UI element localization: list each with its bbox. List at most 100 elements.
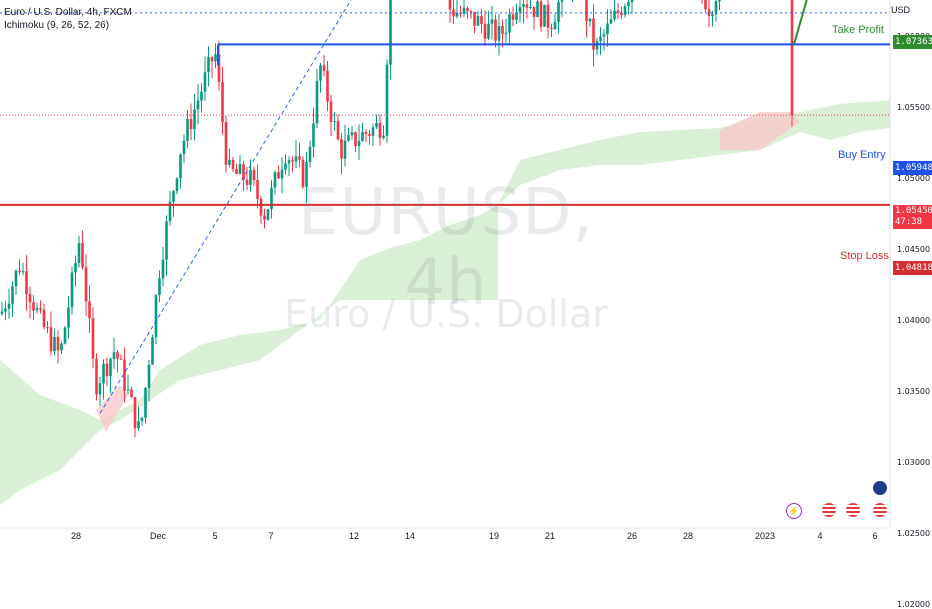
candle-body bbox=[252, 169, 256, 181]
candle-body bbox=[28, 294, 32, 303]
symbol-title[interactable]: Euro / U.S. Dollar, 4h, FXCM bbox=[4, 7, 132, 18]
ichimoku-cloud bbox=[0, 205, 498, 505]
candle-body bbox=[25, 271, 28, 295]
candle-body bbox=[81, 243, 84, 268]
candle-body bbox=[263, 215, 266, 220]
candle-body bbox=[0, 311, 4, 314]
candle-body bbox=[480, 16, 483, 24]
candle-body bbox=[368, 133, 371, 136]
candle-body bbox=[340, 139, 343, 159]
candle-body bbox=[494, 19, 497, 41]
candle-body bbox=[515, 12, 518, 20]
candle-body bbox=[14, 270, 18, 287]
time-tick-label: 26 bbox=[626, 531, 638, 541]
candle-body bbox=[462, 8, 466, 14]
us-flag-icon[interactable] bbox=[846, 503, 860, 517]
currency-label: USD bbox=[890, 5, 910, 15]
candle-body bbox=[140, 417, 144, 422]
candle-body bbox=[529, 6, 532, 8]
candle-body bbox=[504, 32, 508, 34]
candle-body bbox=[242, 164, 245, 180]
candle-body bbox=[312, 123, 315, 147]
candle-body bbox=[126, 389, 130, 391]
candle-body bbox=[105, 363, 109, 377]
candle-body bbox=[620, 12, 623, 15]
candle-body bbox=[508, 14, 511, 33]
candle-body bbox=[501, 25, 504, 34]
take-profit-price-tag: 1.07363 bbox=[893, 35, 932, 49]
buy-entry-label: Buy Entry bbox=[838, 149, 886, 161]
candle-body bbox=[88, 301, 91, 319]
candle-body bbox=[154, 295, 158, 338]
candle-body bbox=[123, 359, 126, 391]
candle-body bbox=[165, 221, 168, 260]
candle-body bbox=[455, 12, 459, 17]
stop-loss-price-tag: 1.04818 bbox=[893, 261, 932, 275]
time-tick-label: Dec bbox=[149, 531, 167, 541]
time-tick-label: 6 bbox=[872, 531, 878, 541]
candle-body bbox=[550, 27, 553, 30]
candle-body bbox=[4, 308, 7, 312]
candle-body bbox=[245, 179, 249, 185]
price-tick-label: 1.05000 bbox=[897, 174, 931, 183]
last-price-value: 1.05450 bbox=[895, 206, 932, 216]
candle-body bbox=[473, 11, 476, 26]
lightning-icon[interactable]: ⚡ bbox=[786, 503, 802, 519]
take-profit-label: Take Profit bbox=[832, 24, 884, 36]
candle-body bbox=[511, 14, 515, 20]
candle-body bbox=[182, 140, 186, 155]
candle-body bbox=[606, 23, 609, 35]
us-flag-icon[interactable] bbox=[873, 503, 887, 517]
ichimoku-cloud-bearish bbox=[720, 112, 800, 150]
ichimoku-cloud-bearish bbox=[96, 385, 128, 432]
projection-arrow bbox=[793, 0, 808, 45]
candle-body bbox=[326, 70, 329, 102]
last-price-tag: 1.05450 47:38 bbox=[893, 205, 932, 229]
candle-body bbox=[109, 358, 112, 377]
candle-body bbox=[60, 343, 63, 351]
candle-body bbox=[546, 4, 550, 28]
price-chart[interactable] bbox=[0, 0, 932, 550]
candle-body bbox=[382, 135, 385, 138]
indicator-title[interactable]: Ichimoku (9, 26, 52, 26) bbox=[4, 20, 110, 31]
candle-body bbox=[256, 180, 259, 199]
candle-body bbox=[186, 118, 189, 141]
candle-body bbox=[298, 156, 301, 160]
candle-body bbox=[364, 132, 368, 134]
candle-body bbox=[18, 270, 21, 273]
candle-body bbox=[133, 397, 137, 429]
candle-body bbox=[291, 160, 294, 162]
candle-body bbox=[95, 358, 98, 395]
time-tick-label: 5 bbox=[212, 531, 218, 541]
candle-body bbox=[599, 36, 602, 42]
candle-body bbox=[270, 187, 273, 210]
candle-body bbox=[112, 352, 116, 359]
candle-body bbox=[522, 4, 525, 8]
us-flag-icon[interactable] bbox=[822, 503, 836, 517]
price-tick-label: 1.04500 bbox=[897, 245, 931, 254]
us-flag-icon[interactable] bbox=[873, 481, 887, 495]
candle-body bbox=[609, 19, 613, 24]
price-tick-label: 1.04000 bbox=[897, 316, 931, 325]
candle-body bbox=[53, 336, 56, 352]
candle-body bbox=[175, 178, 179, 192]
candle-body bbox=[385, 64, 389, 136]
candle-body bbox=[350, 132, 354, 136]
stop-loss-label: Stop Loss bbox=[840, 250, 889, 262]
candle-body bbox=[315, 80, 319, 124]
candle-body bbox=[585, 0, 588, 22]
candle-body bbox=[375, 122, 378, 128]
price-tick-label: 1.02000 bbox=[897, 600, 931, 609]
candle-body bbox=[284, 163, 287, 170]
candle-body bbox=[42, 309, 46, 327]
candle-body bbox=[305, 161, 308, 187]
candle-body bbox=[539, 1, 543, 27]
candle-body bbox=[189, 118, 193, 130]
candle-body bbox=[84, 267, 88, 302]
candle-body bbox=[137, 421, 140, 429]
time-tick-label: 7 bbox=[268, 531, 274, 541]
candle-body bbox=[161, 259, 165, 279]
candle-body bbox=[70, 272, 74, 308]
candle-body bbox=[249, 169, 252, 185]
time-tick-label: 19 bbox=[488, 531, 500, 541]
